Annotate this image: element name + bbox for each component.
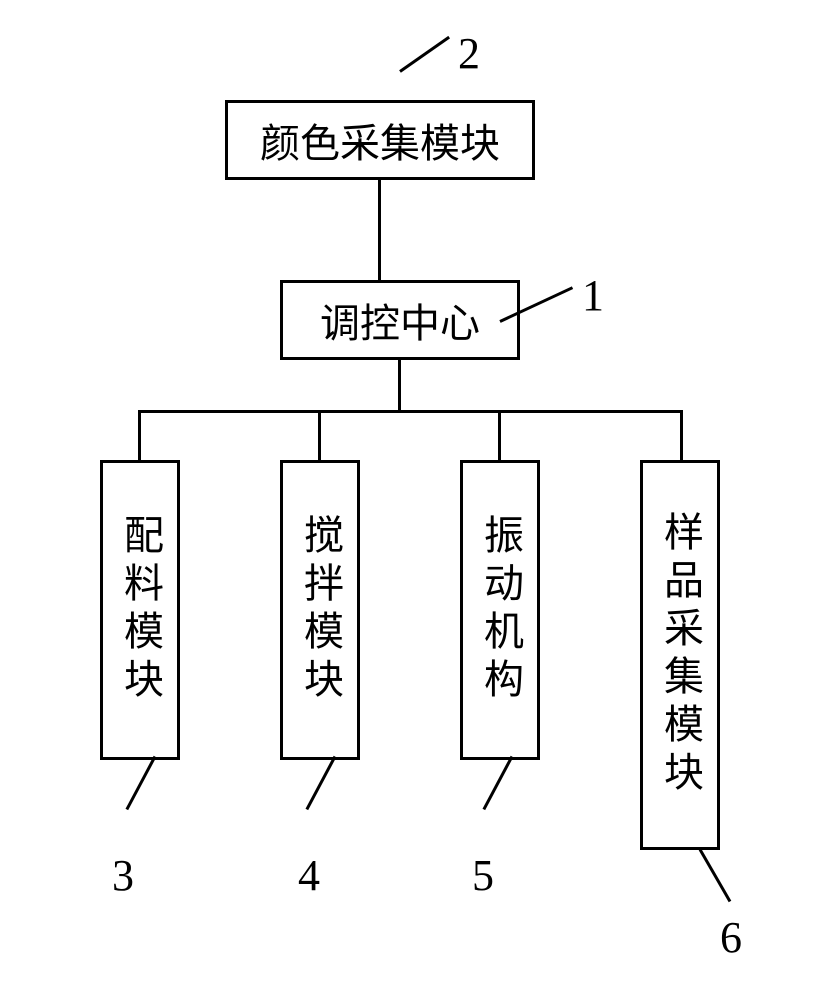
node-text: 颜色采集模块 — [260, 111, 500, 169]
node-color-acquisition: 颜色采集模块 — [225, 100, 535, 180]
connector-line — [498, 410, 501, 460]
node-stirring-module: 搅拌模块 — [280, 460, 360, 760]
node-text: 振动机构 — [471, 514, 529, 706]
connector-line — [398, 360, 401, 410]
leader-line — [306, 756, 337, 810]
label-5: 5 — [472, 850, 494, 901]
connector-line — [378, 180, 381, 280]
label-4: 4 — [298, 850, 320, 901]
label-1: 1 — [582, 270, 604, 321]
leader-line — [126, 756, 157, 810]
node-text: 配料模块 — [111, 514, 169, 706]
label-2: 2 — [458, 28, 480, 79]
connector-line — [138, 410, 141, 460]
node-text: 调控中心 — [320, 291, 480, 349]
leader-line — [483, 756, 514, 810]
connector-line — [680, 410, 683, 460]
node-text: 搅拌模块 — [291, 514, 349, 706]
node-sample-acquisition: 样品采集模块 — [640, 460, 720, 850]
connector-line — [138, 410, 683, 413]
connector-line — [318, 410, 321, 460]
label-3: 3 — [112, 850, 134, 901]
label-6: 6 — [720, 912, 742, 963]
leader-line — [699, 849, 732, 902]
leader-line — [399, 36, 450, 73]
node-batching-module: 配料模块 — [100, 460, 180, 760]
node-vibration-mechanism: 振动机构 — [460, 460, 540, 760]
node-text: 样品采集模块 — [651, 511, 709, 799]
node-control-center: 调控中心 — [280, 280, 520, 360]
